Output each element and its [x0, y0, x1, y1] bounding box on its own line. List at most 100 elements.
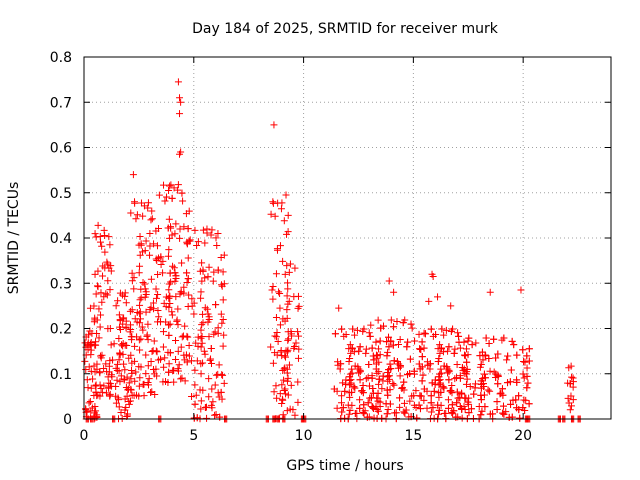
data-point: [385, 277, 393, 285]
data-point: [279, 396, 287, 404]
data-point: [166, 269, 174, 277]
data-point: [368, 403, 376, 411]
data-point: [96, 238, 104, 246]
data-point: [444, 369, 452, 377]
data-point: [477, 377, 485, 385]
data-point: [398, 384, 406, 392]
data-point: [439, 383, 447, 391]
data-point: [121, 366, 129, 374]
data-point: [217, 310, 225, 318]
data-point: [294, 328, 302, 336]
data-point: [183, 332, 191, 340]
data-point: [508, 337, 516, 345]
data-point: [499, 402, 507, 410]
data-point: [131, 342, 139, 350]
data-point: [493, 398, 501, 406]
data-point: [458, 414, 466, 422]
data-point: [137, 240, 145, 248]
data-point: [435, 406, 443, 414]
data-point: [415, 401, 423, 409]
data-point: [336, 365, 344, 373]
data-point: [406, 355, 414, 363]
x-tick-label: 5: [189, 428, 198, 444]
data-point: [406, 397, 414, 405]
data-point: [432, 331, 440, 339]
data-point: [429, 404, 437, 412]
data-point: [197, 343, 205, 351]
data-point: [417, 345, 425, 353]
data-point: [335, 304, 343, 312]
data-point: [285, 361, 293, 369]
data-point: [165, 215, 173, 223]
data-point: [273, 245, 281, 253]
data-point: [390, 409, 398, 417]
data-point: [144, 336, 152, 344]
data-point: [179, 197, 187, 205]
data-point: [180, 223, 188, 231]
data-point: [170, 264, 178, 272]
data-point: [172, 293, 180, 301]
data-point: [140, 202, 148, 210]
data-point: [97, 352, 105, 360]
data-point: [217, 388, 225, 396]
data-point: [274, 338, 282, 346]
data-point: [435, 393, 443, 401]
data-point: [100, 382, 108, 390]
data-point: [496, 390, 504, 398]
data-point: [127, 375, 135, 383]
data-point: [117, 372, 125, 380]
data-point: [482, 334, 490, 342]
data-point: [281, 385, 289, 393]
data-point: [116, 378, 124, 386]
data-point: [376, 403, 384, 411]
data-point: [447, 386, 455, 394]
data-point: [390, 381, 398, 389]
data-point: [350, 383, 358, 391]
data-point: [442, 326, 450, 334]
data-point: [165, 280, 173, 288]
data-point: [454, 329, 462, 337]
data-point: [276, 304, 284, 312]
data-point: [383, 352, 391, 360]
data-point: [272, 270, 280, 278]
data-point: [384, 373, 392, 381]
data-point: [131, 198, 139, 206]
data-point: [281, 270, 289, 278]
data-point: [93, 392, 101, 400]
data-point: [339, 404, 347, 412]
data-point: [525, 400, 533, 408]
data-point: [463, 358, 471, 366]
data-point: [118, 291, 126, 299]
data-point: [131, 357, 139, 365]
data-point: [453, 361, 461, 369]
data-point: [345, 410, 353, 418]
data-point: [449, 410, 457, 418]
data-point: [360, 325, 368, 333]
data-point: [394, 340, 402, 348]
data-point: [283, 369, 291, 377]
data-point: [136, 233, 144, 241]
data-point: [220, 251, 228, 259]
data-point: [198, 321, 206, 329]
data-point: [212, 301, 220, 309]
data-point: [519, 346, 527, 354]
data-point: [407, 320, 415, 328]
data-point: [386, 400, 394, 408]
data-point: [215, 361, 223, 369]
data-point: [127, 209, 135, 217]
data-point: [375, 380, 383, 388]
data-point: [144, 362, 152, 370]
data-point: [157, 253, 165, 261]
data-point: [164, 224, 172, 232]
data-point: [408, 324, 416, 332]
y-tick-label: 0.8: [50, 50, 72, 66]
data-point: [277, 205, 285, 213]
data-point: [500, 410, 508, 418]
data-point: [387, 337, 395, 345]
data-point: [429, 272, 437, 280]
data-point: [181, 322, 189, 330]
data-point: [142, 351, 150, 359]
data-point: [437, 369, 445, 377]
data-point: [351, 362, 359, 370]
data-point: [437, 388, 445, 396]
